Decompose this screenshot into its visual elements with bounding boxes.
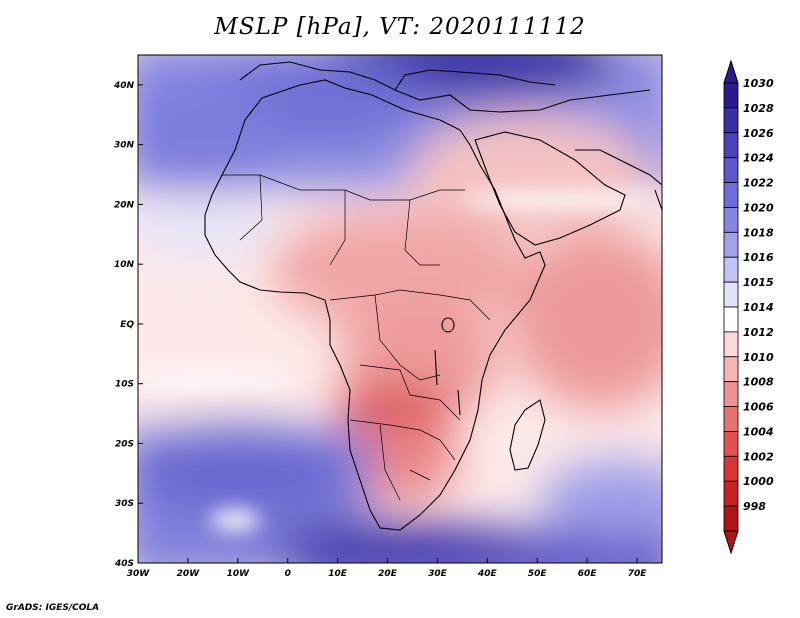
lon-tick-label: 30W [127,569,151,579]
colorbar-label: 998 [743,500,766,513]
colorbar-label: 1018 [743,226,774,239]
border-line [239,174,440,266]
colorbar-swatch [723,107,739,134]
lon-tick-label: 50E [528,569,548,579]
colorbar-swatch [723,356,739,383]
lon-tick-label: 20E [378,569,398,579]
africa-coastline [204,79,546,531]
colorbar-label: 1016 [743,251,774,264]
india-coastline [654,189,662,211]
arabia-coastline [474,131,626,246]
colorbar-swatch [723,480,739,507]
colorbar-swatch [723,406,739,432]
pressure-field [138,55,662,563]
border-line [222,174,465,201]
lat-tick-label: 20S [115,439,134,449]
colorbar-swatch [723,455,739,482]
colorbar-swatch [723,505,739,532]
colorbar-label: 1000 [743,475,774,488]
colorbar-label: 1024 [743,152,774,165]
colorbar-label: 1002 [743,450,774,463]
lon-tick-label: 70E [628,569,648,579]
colorbar-swatch [723,256,739,283]
gulf-coastline [575,149,662,186]
colorbar-swatch [723,306,739,333]
lon-tick-label: 60E [578,569,598,579]
colorbar-label: 1006 [743,401,774,414]
colorbar-swatch [723,82,739,109]
lat-tick-label: 30S [115,499,134,509]
colorbar-swatch [723,231,739,258]
lat-tick-label: 10N [114,260,135,270]
credit-label: GrADS: IGES/COLA [6,603,100,613]
colorbar-label: 1014 [743,301,774,314]
lat-tick-label: 20N [114,200,135,210]
colorbar-label: 1012 [743,326,774,339]
colorbar-swatch [723,281,739,308]
colorbar-label: 1008 [743,376,774,389]
colorbar-label: 1030 [743,77,774,90]
europe-coastline [239,61,651,113]
lat-tick-label: 30N [114,141,135,151]
lat-tick-label: 10S [115,380,134,390]
lat-tick-label: 40N [113,81,135,91]
lon-tick-label: 30E [428,569,448,579]
colorbar-top-triangle [723,59,739,84]
lat-tick-label: 40S [114,559,134,569]
colorbar-label: 1010 [743,351,774,364]
madagascar-coastline [509,399,546,471]
colorbar-label: 1028 [743,102,774,115]
lon-tick-label: 0 [285,569,291,579]
colorbar-swatch [723,132,739,159]
colorbar-swatch [723,381,739,407]
colorbar-label: 1022 [743,177,774,190]
colorbar-swatch [723,431,739,457]
colorbar-swatch [723,182,739,208]
colorbar-swatch [723,331,739,358]
pressure-colorbar: 1030 1028 1026 1024 1022 1020 1018 1016 1015 1014… [723,59,774,555]
colorbar-swatch [723,207,739,233]
colorbar-swatch [723,157,739,183]
lon-tick-label: 40E [477,569,498,579]
map-title: MSLP [hPa], VT: 2020111112 [214,14,586,40]
colorbar-bottom-triangle [723,530,739,555]
lon-tick-label: 20W [177,569,201,579]
map-frame [137,54,663,564]
lon-tick-label: 10E [328,569,348,579]
colorbar-label: 1015 [743,276,774,289]
colorbar-label: 1004 [743,425,774,438]
colorbar-label: 1026 [743,127,774,140]
latitude-axis: 40N 30N 20N 10N EQ 10S 20S 30S 40S [113,81,143,569]
lon-tick-label: 10W [227,569,251,579]
lake-tanganyika [434,349,438,386]
border-line [329,289,491,421]
lake-malawi [457,389,461,416]
coastlines-borders [204,61,662,531]
lake-victoria [441,317,455,333]
longitude-axis: 30W 20W 10W 0 10E 20E 30E 40E 50E 60E 70E [127,558,647,579]
border-line [349,419,456,501]
lat-tick-label: EQ [120,320,134,330]
colorbar-label: 1020 [743,201,774,214]
